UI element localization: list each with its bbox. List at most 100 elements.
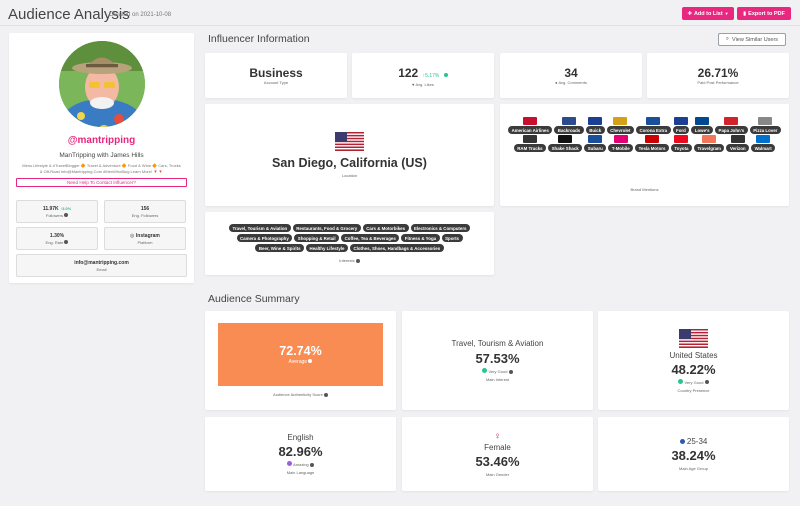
rating-dot-icon: [287, 461, 293, 466]
brand-mention[interactable]: Verizon: [726, 135, 750, 152]
brand-label: RAM Trucks: [513, 144, 547, 152]
info-icon[interactable]: [64, 213, 69, 218]
brand-mention[interactable]: Lowe's: [691, 117, 714, 134]
profile-name: ManTripping with James Hills: [59, 152, 144, 159]
influencer-info-heading: Influencer Information: [208, 33, 310, 45]
brand-label: Papa John's: [715, 126, 748, 134]
brand-mention[interactable]: Corona Extra: [635, 117, 671, 134]
add-to-list-button[interactable]: ✚ Add to List ▼: [682, 7, 734, 20]
brand-logo-icon: [724, 117, 739, 125]
page-title: Audience Analysis: [8, 6, 130, 23]
brand-mention[interactable]: Papa John's: [715, 117, 748, 134]
interest-tag[interactable]: Beer, Wine & Spirits: [255, 244, 305, 252]
main-age-group-card: 25-34 38.24% Main Age Group: [598, 417, 789, 491]
interest-tag[interactable]: Cars & Motorbikes: [362, 224, 409, 232]
contact-influencer-button[interactable]: Need Help To Contact Influencer?: [16, 178, 187, 187]
authenticity-score-box: 72.74% Average: [218, 323, 383, 386]
platform-stat: ◎ Instagram Platform: [104, 227, 186, 250]
brand-label: Chevrolet: [606, 126, 634, 134]
brand-logo-icon: [588, 135, 603, 143]
brand-logo-icon: [558, 135, 573, 143]
brand-label: American Airlines: [508, 126, 553, 134]
avg-comments-card: 34 ● Avg. Comments: [500, 53, 642, 98]
profile-handle: @mantripping: [67, 135, 136, 146]
info-icon[interactable]: [64, 240, 69, 245]
growth-arrow-icon: ↑: [60, 205, 63, 211]
brand-mention[interactable]: Shake Shack: [548, 135, 583, 152]
brand-mention[interactable]: Pizza Lover: [749, 117, 781, 134]
brand-logo-icon: [613, 117, 628, 125]
brand-logo-icon: [588, 117, 603, 125]
brand-label: Corona Extra: [635, 126, 671, 134]
brand-logo-icon: [646, 117, 661, 125]
eng-followers-stat: 156 Eng. Followers: [104, 200, 186, 223]
avg-likes-card: 122 ↑5.17% ♥ Avg. Likes: [352, 53, 494, 98]
brand-mentions-card: American Airlines Backroads Buick Chevrolet…: [500, 104, 789, 206]
info-icon[interactable]: [355, 258, 360, 263]
brand-label: Pizza Lover: [749, 126, 781, 134]
brand-logo-icon: [695, 117, 710, 125]
brand-mention[interactable]: American Airlines: [508, 117, 553, 134]
brand-logo-icon: [613, 135, 628, 143]
instagram-icon: ◎: [130, 232, 135, 239]
main-interest-card: Travel, Tourism & Aviation 57.53% Very G…: [402, 311, 593, 410]
brand-label: Verizon: [726, 144, 750, 152]
brand-logo-icon: [522, 135, 537, 143]
authenticity-card: 72.74% Average Audience Authenticity Sco…: [205, 311, 396, 410]
info-icon[interactable]: [309, 462, 314, 467]
brand-mention[interactable]: Chevrolet: [606, 117, 634, 134]
brand-mention[interactable]: Backroads: [554, 117, 584, 134]
interest-tag[interactable]: Sports: [441, 234, 463, 242]
brand-label: Lowe's: [691, 126, 714, 134]
email-stat: info@mantripping.com Email: [16, 254, 187, 277]
paid-post-card: 26.71% Paid Post Performance: [647, 53, 789, 98]
brand-mention[interactable]: RAM Trucks: [513, 135, 547, 152]
profile-card: @mantripping ManTripping with James Hill…: [9, 33, 194, 283]
interest-tag[interactable]: Healthy Lifestyle: [306, 244, 348, 252]
info-icon[interactable]: [704, 380, 709, 385]
account-type-card: Business Account Type: [205, 53, 347, 98]
info-icon[interactable]: [508, 369, 513, 374]
interest-tag[interactable]: Electronics & Computers: [410, 224, 470, 232]
brand-label: Backroads: [554, 126, 584, 134]
brand-mention[interactable]: Travelgram: [694, 135, 725, 152]
info-icon[interactable]: [323, 392, 328, 397]
brand-mention[interactable]: Walmart: [751, 135, 776, 152]
rating-dot-icon: [482, 368, 488, 373]
brand-logo-icon: [645, 135, 660, 143]
interest-tag[interactable]: Camera & Photography: [236, 234, 293, 242]
brand-mention[interactable]: Buick: [585, 117, 605, 134]
brand-mention[interactable]: T-Mobile: [608, 135, 634, 152]
export-pdf-button[interactable]: ▮ Export to PDF: [737, 7, 791, 20]
brand-logo-icon: [562, 117, 576, 125]
info-icon[interactable]: [308, 359, 313, 363]
location-value: San Diego, California (US): [272, 156, 427, 170]
brand-mention[interactable]: Subaru: [584, 135, 607, 152]
interest-tag[interactable]: Clothes, Shoes, Handbags & Accessories: [349, 244, 444, 252]
brand-label: Tesla Motors: [635, 144, 669, 152]
brand-mention[interactable]: Tesla Motors: [635, 135, 669, 152]
created-date: Created on 2021-10-08: [109, 12, 172, 18]
search-icon: ⌕: [725, 36, 730, 42]
age-dot-icon: [679, 439, 685, 444]
info-icon[interactable]: [443, 73, 448, 77]
brand-logo-icon: [702, 135, 717, 143]
brand-label: Ford: [672, 126, 690, 134]
brand-label: Buick: [585, 126, 605, 134]
brand-mention[interactable]: Ford: [672, 117, 690, 134]
brand-logo-icon: [758, 117, 773, 125]
caret-down-icon: ▼: [724, 11, 729, 16]
interest-tag[interactable]: Fitness & Yoga: [401, 234, 440, 242]
up-arrow-icon: ↑: [422, 73, 426, 79]
interest-tag[interactable]: Restaurants, Food & Grocery: [292, 224, 361, 232]
header-divider: [0, 25, 800, 26]
brand-mention[interactable]: Toyota: [670, 135, 692, 152]
us-flag-icon: [335, 132, 364, 151]
brand-label: Travelgram: [694, 144, 725, 152]
interest-tag[interactable]: Coffee, Tea & Beverages: [341, 234, 400, 242]
interest-tag[interactable]: Shopping & Retail: [294, 234, 340, 242]
brand-list: American Airlines Backroads Buick Chevrolet…: [508, 117, 781, 152]
interest-tag[interactable]: Travel, Tourism & Aviation: [229, 224, 291, 232]
view-similar-users-button[interactable]: ⌕ View Similar Users: [718, 33, 786, 46]
country-presence-card: United States 48.22% Very Good Country P…: [598, 311, 789, 410]
